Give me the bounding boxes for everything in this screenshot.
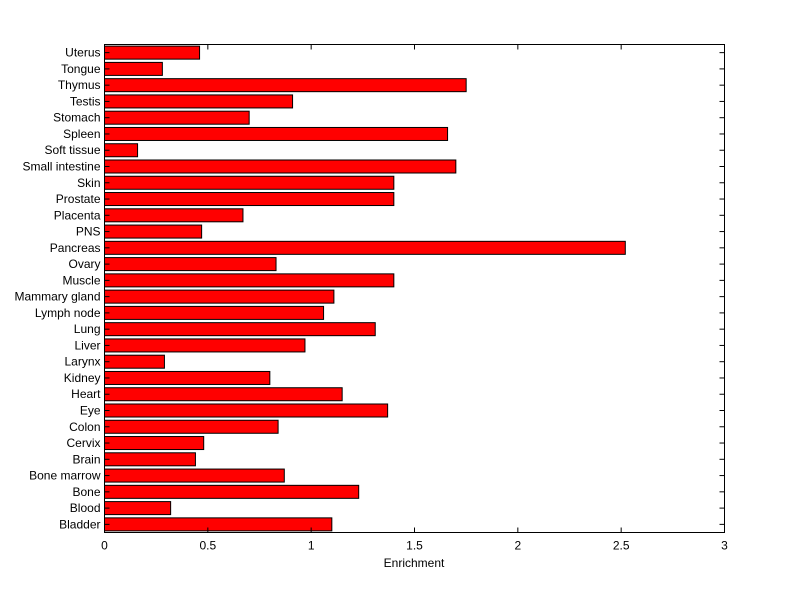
y-tick-label: Heart (71, 387, 101, 401)
y-tick-label: Mammary gland (14, 290, 100, 304)
bar-colon (104, 419, 279, 434)
y-tick-label: Uterus (65, 46, 100, 60)
x-tick-label: 0 (101, 539, 108, 553)
y-tick-label: Thymus (58, 78, 101, 92)
y-tick-label: Tongue (61, 62, 101, 76)
y-tick-label: Pancreas (50, 241, 101, 255)
bar-tongue (104, 61, 163, 76)
bar-larynx (104, 354, 165, 369)
y-tick-label: Bone (72, 485, 100, 499)
y-tick-label: Ovary (68, 257, 100, 271)
y-tick-label: Stomach (53, 111, 100, 125)
y-tick-label: Kidney (64, 371, 101, 385)
y-tick-label: Small intestine (22, 160, 100, 174)
bar-thymus (104, 78, 467, 93)
y-tick-label: Placenta (54, 208, 101, 222)
bar-lymph-node (104, 305, 325, 320)
bar-heart (104, 387, 343, 402)
y-tick-label: Cervix (66, 436, 100, 450)
y-tick-label: Larynx (64, 355, 100, 369)
y-tick-label: PNS (76, 225, 101, 239)
bar-lung (104, 322, 376, 337)
x-tick-label: 2.5 (613, 539, 630, 553)
y-tick-label: Eye (80, 404, 101, 418)
bar-bone (104, 484, 360, 499)
y-tick-label: Lung (74, 322, 101, 336)
bar-mammary-gland (104, 289, 335, 304)
x-tick-label: 0.5 (199, 539, 216, 553)
bar-pns (104, 224, 203, 239)
y-tick-label: Muscle (62, 273, 100, 287)
bar-muscle (104, 273, 395, 288)
bar-ovary (104, 257, 277, 272)
bar-stomach (104, 110, 250, 125)
y-tick-label: Blood (70, 501, 101, 515)
y-tick-label: Brain (72, 452, 100, 466)
bar-kidney (104, 370, 271, 385)
x-tick-label: 2 (514, 539, 521, 553)
y-tick-label: Skin (77, 176, 100, 190)
bar-eye (104, 403, 389, 418)
y-tick-label: Soft tissue (44, 143, 100, 157)
bar-blood (104, 501, 172, 516)
y-tick-label: Bladder (59, 517, 100, 531)
y-tick-label: Spleen (63, 127, 100, 141)
bar-brain (104, 452, 196, 467)
x-tick-label: 1.5 (406, 539, 423, 553)
bar-liver (104, 338, 306, 353)
x-tick-label: 3 (721, 539, 728, 553)
y-tick-label: Bone marrow (29, 469, 101, 483)
bar-bone-marrow (104, 468, 285, 483)
bar-bladder (104, 517, 333, 532)
y-tick-label: Lymph node (35, 306, 101, 320)
bar-small-intestine (104, 159, 457, 174)
y-tick-label: Testis (70, 94, 101, 108)
y-tick-label: Colon (69, 420, 100, 434)
x-tick-label: 1 (308, 539, 315, 553)
y-tick-label: Prostate (56, 192, 101, 206)
bar-testis (104, 94, 294, 109)
bar-cervix (104, 436, 205, 451)
bar-placenta (104, 208, 244, 223)
y-tick-label: Liver (74, 338, 100, 352)
bar-pancreas (104, 240, 626, 255)
bar-spleen (104, 126, 449, 141)
bar-prostate (104, 192, 395, 207)
bar-uterus (104, 45, 201, 60)
bar-skin (104, 175, 395, 190)
x-axis-label: Enrichment (384, 556, 445, 570)
